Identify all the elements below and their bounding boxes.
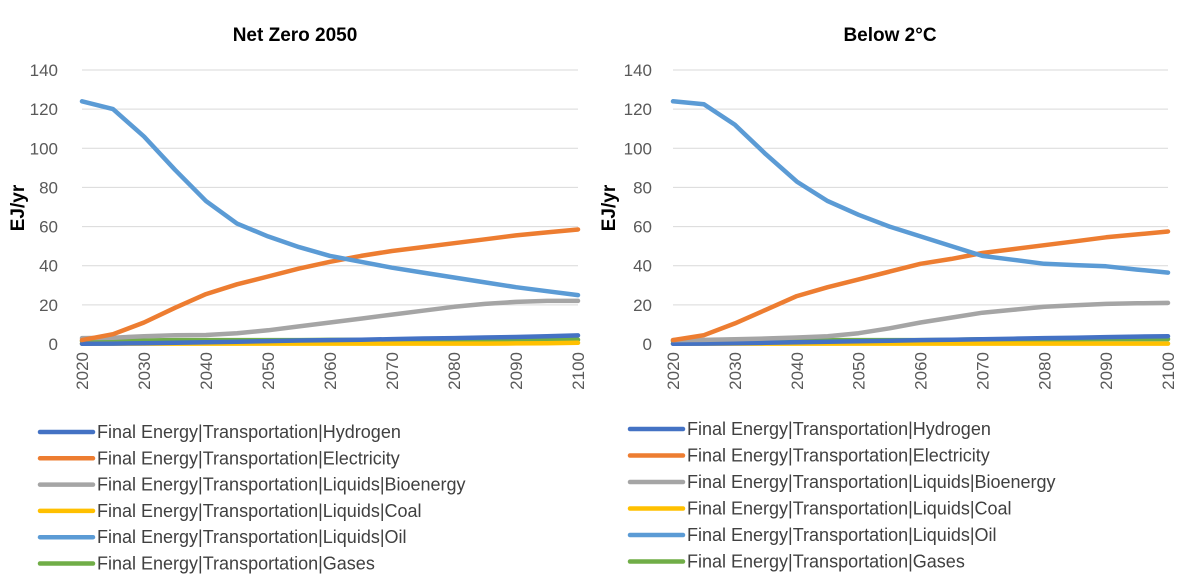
chart-title: Below 2°C — [843, 25, 936, 46]
y-tick-label: 80 — [39, 178, 58, 197]
x-tick-label: 2050 — [259, 352, 278, 390]
legend-entry: Final Energy|Transportation|Gases — [97, 554, 375, 574]
x-tick-label: 2050 — [850, 352, 869, 390]
x-tick-label: 2030 — [135, 352, 154, 390]
y-tick-label: 0 — [49, 335, 58, 354]
legend-entry: Final Energy|Transportation|Liquids|Bioe… — [687, 472, 1056, 492]
y-axis-label: EJ/yr — [8, 184, 29, 231]
legend-entry: Final Energy|Transportation|Liquids|Oil — [97, 527, 407, 547]
y-tick-label: 80 — [633, 178, 652, 197]
series-line-1 — [79, 333, 581, 347]
x-tick-label: 2100 — [1159, 352, 1178, 390]
x-tick-label: 2080 — [445, 352, 464, 390]
legend-entry: Final Energy|Transportation|Hydrogen — [687, 419, 991, 439]
series-line-5 — [79, 99, 581, 298]
x-tick-label: 2060 — [321, 352, 340, 390]
legend-entry: Final Energy|Transportation|Liquids|Bioe… — [97, 475, 466, 495]
y-tick-label: 140 — [624, 61, 652, 80]
x-tick-label: 2100 — [569, 352, 588, 390]
y-tick-label: 40 — [633, 257, 652, 276]
y-tick-label: 120 — [30, 100, 58, 119]
y-tick-label: 140 — [30, 61, 58, 80]
chart-title: Net Zero 2050 — [233, 25, 358, 46]
legend-entry: Final Energy|Transportation|Electricity — [687, 446, 990, 466]
legend-entry: Final Energy|Transportation|Gases — [687, 552, 965, 572]
legend-entry: Final Energy|Transportation|Liquids|Oil — [687, 525, 997, 545]
y-tick-label: 20 — [39, 296, 58, 315]
series-line-5 — [670, 99, 1171, 275]
y-tick-label: 100 — [624, 139, 652, 158]
y-tick-label: 60 — [39, 218, 58, 237]
x-tick-label: 2090 — [507, 352, 526, 390]
series-line-2 — [79, 227, 581, 343]
series-line-1 — [670, 333, 1171, 347]
x-tick-label: 2060 — [912, 352, 931, 390]
y-tick-label: 100 — [30, 139, 58, 158]
legend-entry: Final Energy|Transportation|Hydrogen — [97, 422, 401, 442]
y-tick-label: 20 — [633, 296, 652, 315]
x-tick-label: 2020 — [73, 352, 92, 390]
x-tick-label: 2020 — [664, 352, 683, 390]
x-tick-label: 2070 — [973, 352, 992, 390]
chart-panel-1: Net Zero 2050020406080100120140EJ/yr2020… — [8, 25, 588, 574]
x-tick-label: 2090 — [1097, 352, 1116, 390]
y-tick-label: 120 — [624, 100, 652, 119]
series-line-2 — [670, 229, 1171, 343]
x-tick-label: 2030 — [726, 352, 745, 390]
y-tick-label: 60 — [633, 218, 652, 237]
x-tick-label: 2070 — [383, 352, 402, 390]
legend-entry: Final Energy|Transportation|Liquids|Coal — [687, 499, 1012, 519]
series-line-3 — [79, 298, 581, 341]
series-line-3 — [670, 300, 1171, 343]
y-axis-label: EJ/yr — [599, 184, 620, 231]
x-tick-label: 2040 — [197, 352, 216, 390]
y-tick-label: 40 — [39, 257, 58, 276]
x-tick-label: 2080 — [1035, 352, 1054, 390]
x-tick-label: 2040 — [788, 352, 807, 390]
legend-entry: Final Energy|Transportation|Electricity — [97, 448, 400, 468]
y-tick-label: 0 — [643, 335, 652, 354]
legend-entry: Final Energy|Transportation|Liquids|Coal — [97, 501, 422, 521]
